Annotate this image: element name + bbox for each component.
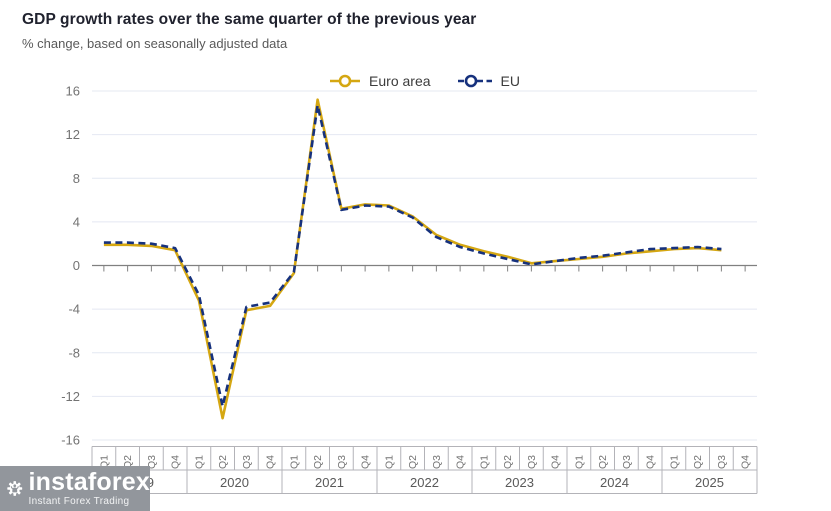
euro-area-marker-icon [330,74,361,88]
legend-item-euro-area[interactable]: Euro area [329,73,431,89]
quarter-label: Q3 [716,455,728,469]
year-label: 2021 [315,475,344,490]
quarter-label: Q4 [455,455,467,469]
quarter-label: Q3 [526,455,538,469]
year-label: 2022 [410,475,439,490]
quarter-label: Q4 [265,455,277,469]
quarter-label: Q1 [668,455,680,469]
year-label: 2020 [220,475,249,490]
quarter-label: Q4 [170,455,182,469]
x-axis-band: Q1 Q2 Q3 Q4 Q1 Q2 Q3 Q4 Q1 Q2 Q3 Q4 Q1 Q2 Q3 Q4 Q1 Q2 Q3 Q4… [91,446,758,494]
y-tick-label: 4 [73,214,80,229]
y-tick-label: 8 [73,171,80,186]
y-axis-labels: 16 12 8 4 0 -4 -8 -12 -16 [61,84,80,448]
chart-legend: Euro area EU [92,70,757,92]
gridlines [92,90,757,441]
quarter-label: Q2 [217,455,229,469]
quarter-label: Q2 [122,455,134,469]
quarter-label: Q2 [502,455,514,469]
year-label: 2024 [600,475,629,490]
legend-label-eu: EU [500,73,520,89]
quarter-label: Q2 [312,455,324,469]
quarter-label: Q2 [407,455,419,469]
quarter-label: Q4 [645,455,657,469]
y-tick-label: -16 [61,433,80,448]
zero-axis [92,264,757,272]
chart-title: GDP growth rates over the same quarter o… [22,11,477,28]
y-tick-label: 0 [73,258,80,273]
quarter-label: Q1 [478,455,490,469]
quarter-label: Q4 [740,455,752,469]
quarter-label: Q3 [336,455,348,469]
quarter-label: Q3 [146,455,158,469]
year-label: 2025 [695,475,724,490]
y-tick-label: -8 [68,345,80,360]
year-label: 2023 [505,475,534,490]
quarter-label: Q3 [621,455,633,469]
legend-item-eu[interactable]: EU [457,73,520,89]
y-tick-label: 16 [66,84,80,99]
quarter-label: Q1 [383,455,395,469]
quarter-label: Q4 [360,455,372,469]
quarter-label: Q2 [597,455,609,469]
watermark-text: instaforex Instant Forex Trading [29,470,150,507]
euro-area-line [103,98,722,420]
quarter-label: Q1 [288,455,300,469]
quarter-label: Q3 [241,455,253,469]
quarter-label: Q1 [193,455,205,469]
quarter-label: Q3 [431,455,443,469]
eu-line [103,103,722,408]
y-tick-label: -12 [61,389,80,404]
instaforex-watermark: instaforex Instant Forex Trading [0,466,150,511]
y-tick-label: -4 [68,302,80,317]
eu-marker-icon [457,74,492,88]
instaforex-gear-icon [7,481,23,496]
chart-subtitle: % change, based on seasonally adjusted d… [22,36,288,51]
quarter-label: Q1 [98,455,110,469]
quarter-label: Q2 [692,455,704,469]
quarter-label: Q4 [550,455,562,469]
legend-label-euro-area: Euro area [369,73,431,89]
y-tick-label: 12 [66,127,80,142]
watermark-brand: instaforex [28,468,150,496]
watermark-tagline: Instant Forex Trading [28,496,130,507]
quarter-label: Q1 [573,455,585,469]
